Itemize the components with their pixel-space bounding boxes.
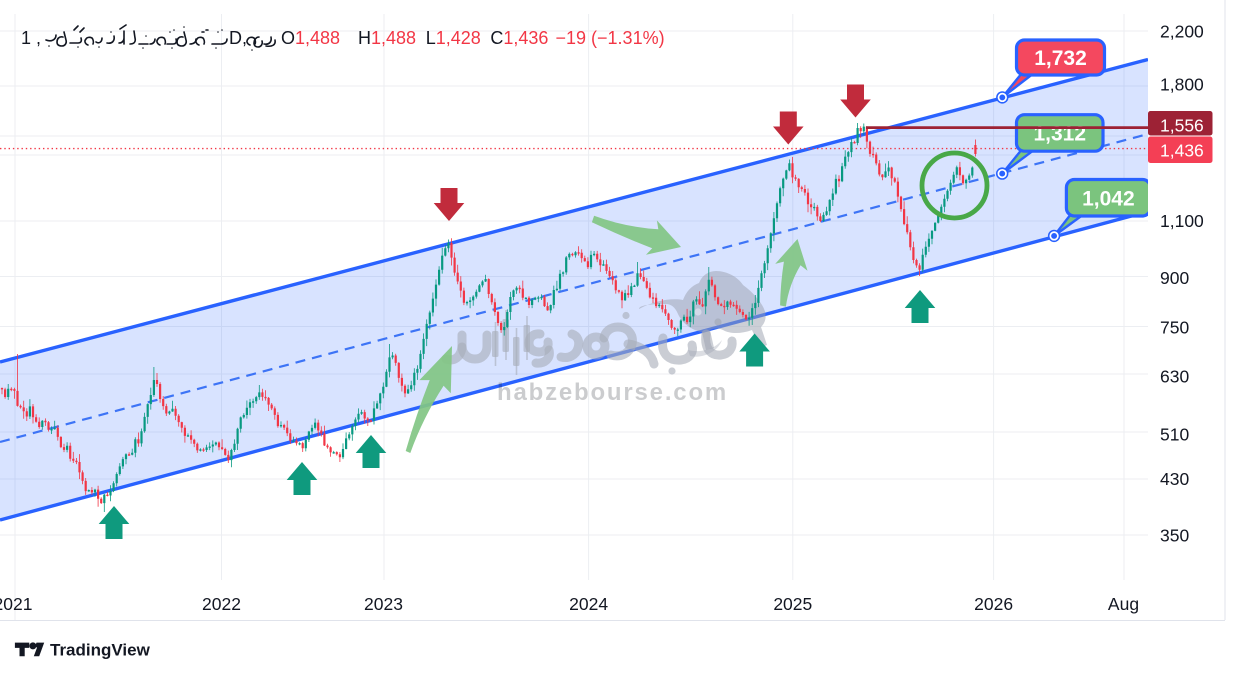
svg-text:2,200: 2,200 — [1160, 21, 1204, 41]
svg-text:510: 510 — [1160, 424, 1189, 444]
svg-text:1,800: 1,800 — [1160, 74, 1204, 94]
svg-text:1,100: 1,100 — [1160, 211, 1204, 231]
svg-text:2021: 2021 — [0, 594, 32, 614]
svg-text:350: 350 — [1160, 525, 1189, 545]
svg-text:1,436: 1,436 — [1160, 140, 1204, 160]
svg-text:−19 (−1.31%): −19 (−1.31%) — [556, 28, 665, 48]
svg-text:1,312: 1,312 — [1033, 122, 1086, 145]
svg-text:TradingView: TradingView — [50, 641, 151, 660]
svg-text:630: 630 — [1160, 366, 1189, 386]
svg-text:2022: 2022 — [202, 594, 241, 614]
svg-text:2023: 2023 — [364, 594, 403, 614]
svg-text:H1,488: H1,488 — [358, 28, 416, 48]
svg-text:1,556: 1,556 — [1160, 115, 1204, 135]
svg-text:1 ,: 1 , — [21, 28, 41, 48]
svg-text:430: 430 — [1160, 469, 1189, 489]
svg-text:D,: D, — [229, 28, 247, 48]
svg-text:habzebourse.com: habzebourse.com — [497, 379, 728, 406]
svg-text:1,042: 1,042 — [1082, 187, 1135, 210]
svg-text:2024: 2024 — [569, 594, 608, 614]
svg-text:1,732: 1,732 — [1034, 47, 1087, 70]
svg-text:Aug: Aug — [1108, 594, 1139, 614]
svg-text:C1,436: C1,436 — [490, 28, 548, 48]
svg-text:L1,428: L1,428 — [426, 28, 481, 48]
svg-text:750: 750 — [1160, 317, 1189, 337]
svg-text:2026: 2026 — [974, 594, 1013, 614]
svg-text:900: 900 — [1160, 268, 1189, 288]
svg-text:2025: 2025 — [773, 594, 812, 614]
svg-text:O1,488: O1,488 — [281, 28, 340, 48]
